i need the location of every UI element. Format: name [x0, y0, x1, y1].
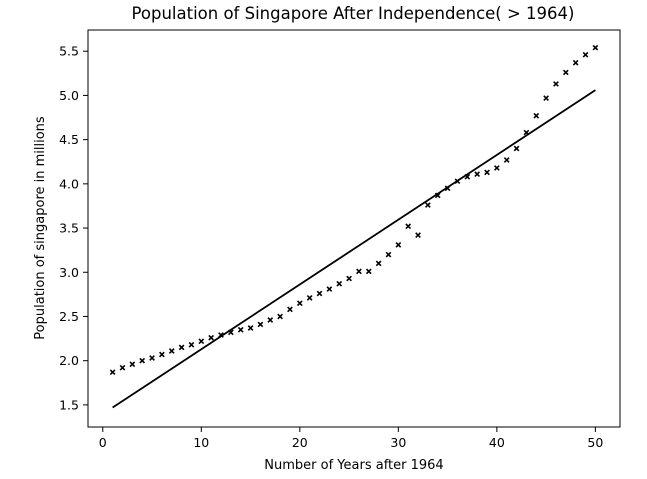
- x-tick-label: 0: [99, 435, 107, 450]
- x-axis-label: Number of Years after 1964: [264, 458, 443, 473]
- x-tick-label: 10: [193, 435, 209, 450]
- data-point: [159, 351, 165, 358]
- data-point: [385, 251, 392, 258]
- data-point: [247, 325, 254, 331]
- y-tick-label: 2.5: [59, 309, 79, 324]
- data-point: [129, 361, 136, 368]
- y-tick-label: 3.0: [59, 265, 79, 280]
- data-point: [267, 317, 274, 323]
- y-tick-label: 3.5: [59, 221, 79, 236]
- y-axis-label: Population of singapore in millions: [33, 116, 48, 340]
- data-point: [425, 202, 431, 208]
- data-point: [474, 171, 481, 177]
- data-point: [277, 313, 283, 320]
- data-point: [208, 334, 215, 341]
- data-point: [346, 275, 352, 282]
- data-point: [178, 344, 185, 351]
- data-point: [188, 341, 195, 348]
- x-tick-label: 30: [390, 435, 406, 450]
- plot-frame: [87, 29, 621, 428]
- x-tick-label: 50: [587, 435, 603, 450]
- data-point: [326, 286, 333, 292]
- data-point: [493, 165, 500, 171]
- y-axis-ticks: 1.5 2.0 2.5 3.0 3.5 4.0 4.5 5.0 5.5: [59, 44, 88, 412]
- data-point: [296, 300, 303, 307]
- data-point: [582, 51, 589, 58]
- data-point: [375, 260, 382, 267]
- data-point: [287, 306, 293, 313]
- data-point: [415, 232, 421, 238]
- data-point: [592, 44, 599, 51]
- data-point: [316, 290, 323, 297]
- y-tick-label: 4.0: [59, 176, 79, 191]
- data-point: [405, 223, 412, 230]
- y-tick-label: 4.5: [59, 132, 79, 147]
- fit-line: [112, 89, 596, 409]
- x-tick-label: 20: [292, 435, 308, 450]
- data-point: [395, 241, 402, 248]
- y-tick-label: 2.0: [59, 353, 79, 368]
- y-tick-label: 1.5: [59, 397, 79, 412]
- data-point: [237, 326, 244, 333]
- data-point: [543, 95, 549, 101]
- data-point: [168, 348, 175, 354]
- data-point: [513, 145, 520, 152]
- data-point: [336, 280, 343, 287]
- x-tick-label: 40: [489, 435, 505, 450]
- data-point: [119, 364, 126, 371]
- data-point: [562, 69, 569, 76]
- chart-title: Population of Singapore After Independen…: [132, 4, 575, 23]
- data-point: [198, 338, 205, 345]
- data-point: [139, 357, 146, 364]
- data-point: [257, 321, 264, 328]
- data-point: [503, 157, 510, 163]
- data-point: [572, 59, 579, 66]
- data-point: [149, 355, 155, 361]
- data-point: [484, 169, 490, 176]
- y-tick-label: 5.0: [59, 88, 79, 103]
- data-point: [533, 112, 540, 119]
- data-point: [306, 295, 313, 301]
- data-point: [109, 369, 116, 376]
- x-axis-ticks: 0 10 20 30 40 50: [99, 427, 603, 450]
- data-point: [553, 81, 559, 87]
- data-points: [109, 44, 599, 376]
- fit-line-layer: [112, 89, 596, 409]
- data-point: [365, 268, 372, 275]
- data-point: [356, 268, 362, 275]
- y-tick-label: 5.5: [59, 44, 79, 59]
